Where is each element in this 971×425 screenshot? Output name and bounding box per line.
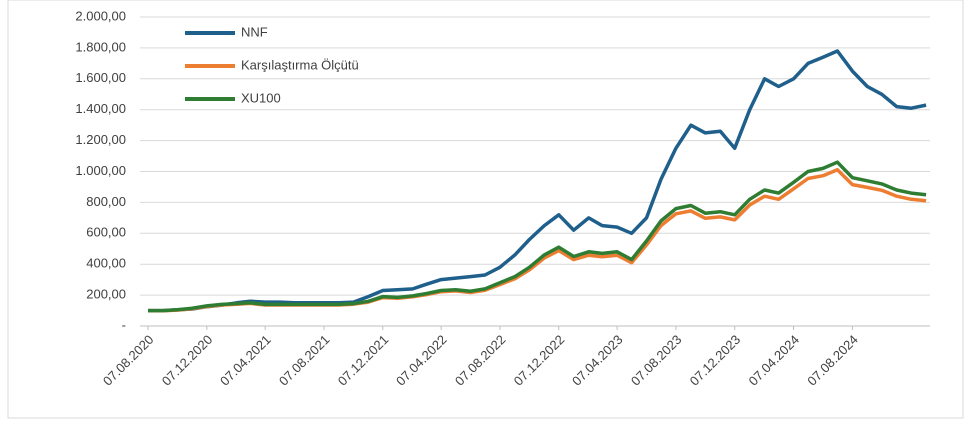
series-line [148, 160, 927, 313]
x-tick-label: 07.08.2024 [804, 332, 861, 389]
y-tick-label: 2.000,00 [75, 8, 126, 23]
x-tick-label: 07.08.2023 [628, 332, 685, 389]
legend-label: Karşılaştırma Ölçütü [241, 57, 359, 72]
x-tick-label: 07.08.2022 [452, 332, 509, 389]
x-tick-label: 07.04.2021 [217, 332, 274, 389]
x-tick-label: 07.08.2021 [276, 332, 333, 389]
y-tick-label: 1.800,00 [75, 39, 126, 54]
x-tick-label: 07.12.2023 [687, 332, 744, 389]
y-tick-label: 200,00 [86, 287, 126, 302]
x-tick-label: 07.12.2020 [159, 332, 216, 389]
series-line [148, 49, 927, 313]
legend-label: NNF [241, 24, 268, 39]
y-tick-label: 1.600,00 [75, 70, 126, 85]
y-tick-label: 400,00 [86, 256, 126, 271]
x-tick-label: 07.04.2023 [569, 332, 626, 389]
y-tick-label: 1.200,00 [75, 132, 126, 147]
x-tick-label: 07.12.2021 [335, 332, 392, 389]
x-tick-label: 07.08.2020 [100, 332, 157, 389]
x-tick-label: 07.12.2022 [511, 332, 568, 389]
x-tick-label: 07.04.2022 [393, 332, 450, 389]
x-tick-label: 07.04.2024 [745, 332, 802, 389]
y-tick-label: 600,00 [86, 225, 126, 240]
series-line [147, 168, 927, 313]
y-tick-label: 800,00 [86, 194, 126, 209]
y-tick-label: - [122, 317, 126, 332]
y-tick-label: 1.400,00 [75, 101, 126, 116]
chart-frame [7, 0, 964, 419]
legend-label: XU100 [241, 90, 281, 105]
y-tick-label: 1.000,00 [75, 163, 126, 178]
